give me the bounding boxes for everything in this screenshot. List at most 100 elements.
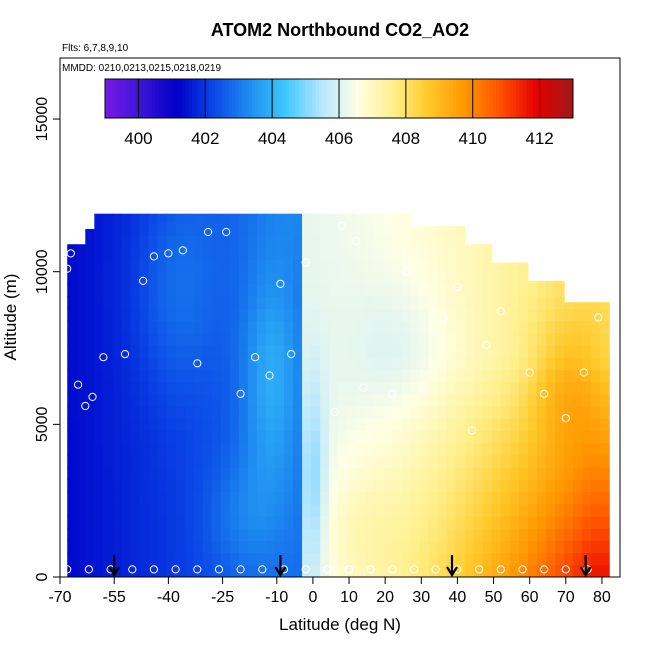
- heat-cell: [356, 564, 366, 577]
- colorbar-segment: [429, 79, 434, 118]
- heat-cell: [184, 381, 195, 395]
- heat-cell: [67, 552, 77, 566]
- colorbar-segment: [128, 79, 133, 118]
- heat-cell: [464, 244, 475, 248]
- heat-cell: [392, 320, 403, 334]
- heat-cell: [509, 430, 520, 444]
- heat-cell: [482, 454, 493, 468]
- heat-cell: [103, 442, 113, 456]
- colorbar-tick-label: 400: [124, 129, 152, 148]
- heat-cell: [265, 503, 276, 517]
- heat-cell: [193, 503, 204, 517]
- heat-cell: [437, 320, 448, 334]
- heat-cell: [103, 540, 113, 554]
- heat-cell: [211, 344, 222, 358]
- heat-cell: [302, 503, 312, 517]
- heat-cell: [193, 540, 204, 554]
- heat-cell: [392, 467, 403, 480]
- colorbar-tick-label: 412: [525, 129, 553, 148]
- heat-cell: [293, 320, 303, 334]
- heat-cell: [256, 332, 267, 346]
- heat-cell: [536, 564, 547, 577]
- heat-cell: [148, 357, 159, 370]
- heat-cell: [437, 515, 448, 529]
- heat-cell: [518, 418, 529, 432]
- heat-cell: [437, 369, 448, 383]
- heat-cell: [193, 515, 204, 529]
- heat-cell: [166, 503, 177, 517]
- colorbar-segment: [409, 79, 414, 118]
- heat-cell: [428, 271, 439, 285]
- heat-cell: [220, 503, 231, 517]
- heat-cell: [509, 357, 520, 370]
- heat-cell: [509, 467, 520, 480]
- heat-cell: [365, 442, 375, 456]
- heat-cell: [302, 393, 312, 407]
- heat-cell: [473, 271, 484, 285]
- colorbar-segment: [459, 79, 464, 118]
- heat-cell: [500, 296, 511, 309]
- heat-cell: [320, 296, 330, 309]
- heat-cell: [157, 430, 168, 444]
- colorbar-segment: [449, 79, 454, 118]
- colorbar-tick-label: 404: [258, 129, 286, 148]
- heat-cell: [338, 491, 348, 505]
- heat-cell: [329, 332, 339, 346]
- heat-cell: [500, 442, 511, 456]
- heat-cell: [455, 515, 466, 529]
- heat-cell: [428, 552, 439, 566]
- heat-cell: [365, 406, 375, 419]
- heat-cell: [401, 552, 412, 566]
- heat-cell: [392, 454, 403, 468]
- heat-cell: [130, 369, 141, 383]
- heat-cell: [564, 406, 574, 419]
- heat-cell: [374, 467, 384, 480]
- heat-cell: [338, 381, 348, 395]
- heat-cell: [302, 369, 312, 383]
- x-tick-label: -70: [48, 589, 71, 606]
- heat-cell: [419, 418, 430, 432]
- heat-cell: [139, 381, 150, 395]
- heat-cell: [247, 479, 258, 493]
- heat-cell: [356, 308, 366, 322]
- heat-cell: [500, 369, 511, 383]
- heat-cell: [554, 357, 565, 370]
- heat-cell: [229, 296, 240, 309]
- heat-cell: [383, 442, 393, 456]
- heat-cell: [374, 540, 384, 554]
- sample-point: [388, 565, 397, 574]
- heat-cell: [293, 528, 303, 541]
- heat-cell: [374, 454, 384, 468]
- heat-cell: [374, 430, 384, 444]
- heat-cell: [536, 454, 547, 468]
- heat-cell: [536, 332, 547, 346]
- heat-cell: [130, 344, 141, 358]
- heat-cell: [139, 369, 150, 383]
- heat-cell: [175, 528, 186, 541]
- heat-cell: [139, 442, 150, 456]
- heat-cell: [85, 296, 95, 309]
- heat-cell: [256, 247, 267, 261]
- heat-cell: [320, 564, 330, 577]
- heat-cell: [464, 320, 475, 334]
- heat-cell: [573, 418, 583, 432]
- heat-cell: [256, 418, 267, 432]
- heat-cell: [284, 296, 294, 309]
- heat-cell: [157, 283, 168, 297]
- heat-cell: [338, 552, 348, 566]
- colorbar-segment: [222, 79, 226, 118]
- heat-cell: [554, 381, 565, 395]
- heat-cell: [545, 381, 556, 395]
- heat-cell: [139, 479, 150, 493]
- heat-cell: [175, 406, 186, 419]
- heat-cell: [247, 247, 258, 261]
- heat-cell: [437, 528, 448, 541]
- heat-cell: [229, 418, 240, 432]
- heat-cell: [202, 467, 213, 480]
- heat-cell: [76, 393, 86, 407]
- heat-cell: [229, 442, 240, 456]
- heat-cell: [311, 479, 321, 493]
- heat-cell: [437, 259, 448, 273]
- heat-cell: [265, 247, 276, 261]
- heat-cell: [392, 393, 403, 407]
